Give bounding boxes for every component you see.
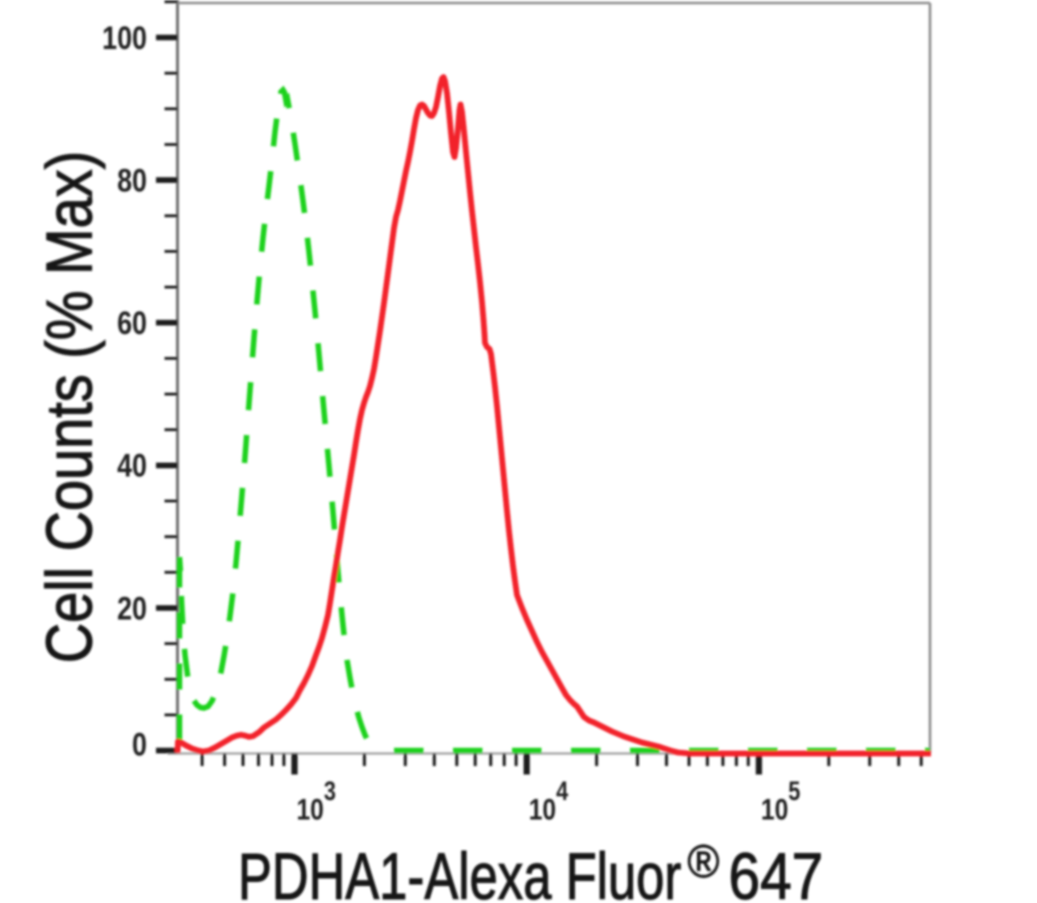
svg-text:40: 40 (117, 449, 147, 485)
svg-text:®: ® (688, 837, 720, 887)
svg-text:20: 20 (117, 591, 147, 627)
svg-text:80: 80 (117, 163, 147, 199)
svg-text:60: 60 (117, 306, 147, 342)
svg-text:Cell Counts (% Max): Cell Counts (% Max) (33, 151, 106, 663)
svg-text:647: 647 (729, 840, 824, 903)
svg-text:100: 100 (102, 21, 147, 57)
svg-text:0: 0 (132, 727, 147, 763)
svg-text:PDHA1-Alexa Fluor: PDHA1-Alexa Fluor (238, 841, 681, 903)
